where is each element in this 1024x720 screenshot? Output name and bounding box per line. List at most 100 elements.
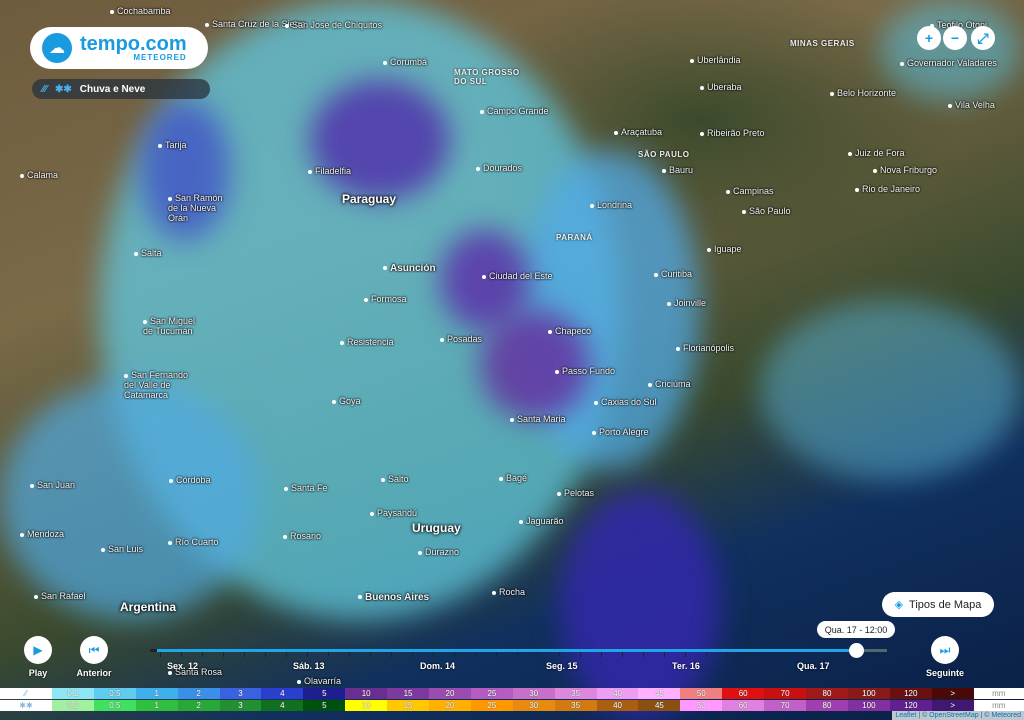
snow-legend-cell: 70 xyxy=(764,700,807,711)
rain-legend: ⁄⁄ 0.2 0.5 1 2 3 4 5 10 15 20 25 30 35 40 45 50 60 70 80 10… xyxy=(0,688,1024,699)
legend-unit: mm xyxy=(973,700,1024,711)
city-label: São Paulo xyxy=(742,206,791,216)
rain-legend-cell: 20 xyxy=(429,688,471,699)
city-label: Santa Rosa xyxy=(168,667,222,677)
country-label: Uruguay xyxy=(412,521,461,535)
cloud-sun-icon: ☁ xyxy=(42,33,72,63)
country-label: Argentina xyxy=(120,600,177,614)
rain-legend-cell: 25 xyxy=(470,688,513,699)
fullscreen-button[interactable]: ⤢ xyxy=(971,26,995,50)
map-types-button[interactable]: ◈ Tipos de Mapa xyxy=(882,592,994,617)
city-label: Porto Alegre xyxy=(592,427,649,437)
city-label: Rocha xyxy=(492,587,525,597)
city-label: Olavarría xyxy=(297,676,341,686)
next-button[interactable]: ⏭ xyxy=(931,636,959,664)
timeline-tick xyxy=(307,652,308,657)
timeline-progress[interactable] xyxy=(157,649,858,652)
city-label: Nova Friburgo xyxy=(873,165,937,175)
city-label: Belo Horizonte xyxy=(830,88,896,98)
zoom-out-button[interactable]: − xyxy=(943,26,967,50)
timeline-day[interactable]: Qua. 17 xyxy=(797,661,830,671)
snow-legend-cell: 0.5 xyxy=(93,700,136,711)
timeline-tick xyxy=(538,652,539,657)
city-label: Río Cuarto xyxy=(168,537,219,547)
rain-legend-cell: 50 xyxy=(680,688,723,699)
city-label: Salta xyxy=(134,248,162,258)
city-label: Juiz de Fora xyxy=(848,148,905,158)
layers-icon: ◈ xyxy=(894,599,904,611)
city-label: San José de Chiquitos xyxy=(285,20,382,30)
play-button[interactable]: ▶ xyxy=(24,636,52,664)
timeline-tick xyxy=(286,652,287,657)
snow-legend-cell: 15 xyxy=(387,700,430,711)
timeline-tick xyxy=(727,652,728,657)
rain-legend-cell: 100 xyxy=(847,688,890,699)
rain-legend-cell: 5 xyxy=(303,688,346,699)
timeline-day[interactable]: Ter. 16 xyxy=(672,661,700,671)
snow-legend-cell: 50 xyxy=(680,700,723,711)
city-label: Dourados xyxy=(476,163,522,173)
next-label: Seguinte xyxy=(925,668,965,678)
city-label: Resistencia xyxy=(340,337,394,347)
timeline-day[interactable]: Seg. 15 xyxy=(546,661,578,671)
city-label: San Rafael xyxy=(34,591,86,601)
timeline-tick xyxy=(643,652,644,657)
city-label: Asunción xyxy=(383,263,436,274)
region-label: MATO GROSSO DO SUL xyxy=(454,68,520,86)
city-label: Iguape xyxy=(707,244,742,254)
city-label: Campinas xyxy=(726,186,774,196)
city-label: Tarija xyxy=(158,140,187,150)
city-label: Bauru xyxy=(662,165,693,175)
snow-legend-cell: 40 xyxy=(596,700,639,711)
timeline-tick xyxy=(475,652,476,657)
play-icon: ▶ xyxy=(33,643,43,657)
precip-area xyxy=(310,80,450,200)
timeline-day[interactable]: Sáb. 13 xyxy=(293,661,325,671)
timeline-day[interactable]: Sex. 12 xyxy=(167,661,199,671)
snow-legend-cell: 2 xyxy=(177,700,220,711)
timeline-tick xyxy=(832,652,833,657)
zoom-in-button[interactable]: + xyxy=(917,26,941,50)
city-label: Pelotas xyxy=(557,488,594,498)
timeline-tick xyxy=(874,652,875,657)
snow-legend-cell: 35 xyxy=(554,700,597,711)
timeline-track-remaining[interactable] xyxy=(857,649,887,652)
rain-legend-cell: 80 xyxy=(806,688,848,699)
precip-area xyxy=(880,0,1020,100)
rain-legend-cell: 1 xyxy=(135,688,178,699)
region-label: PARANÁ xyxy=(556,233,593,242)
snow-legend-cell: 45 xyxy=(638,700,681,711)
city-label: San Miguel de Tucumán xyxy=(143,316,203,336)
timeline-tick xyxy=(559,652,560,657)
timeline-day[interactable]: Dom. 14 xyxy=(420,661,456,671)
snow-legend-cell: 5 xyxy=(303,700,346,711)
city-label: Ribeirão Preto xyxy=(700,128,765,138)
city-label: Curitiba xyxy=(654,269,692,279)
city-label: Corumbá xyxy=(383,57,427,67)
map-attribution[interactable]: Leaflet | © OpenStreetMap | © Meteored xyxy=(892,711,1024,720)
previous-label: Anterior xyxy=(76,668,112,678)
city-label: Salto xyxy=(381,474,409,484)
timeline-handle[interactable] xyxy=(849,643,864,658)
tempo-logo[interactable]: ☁ tempo.com METEORED xyxy=(30,27,208,69)
rain-legend-cell: 70 xyxy=(764,688,807,699)
timeline-tick xyxy=(685,652,686,657)
region-label: SÃO PAULO xyxy=(638,150,690,159)
snow-legend-cell: 0.2 xyxy=(52,700,94,711)
timeline-tick xyxy=(412,652,413,657)
snow-legend-cell: 25 xyxy=(470,700,513,711)
precip-area xyxy=(560,490,720,720)
timeline-tick xyxy=(706,652,707,657)
play-label: Play xyxy=(28,668,48,678)
timeline-tick xyxy=(622,652,623,657)
layer-selector[interactable]: ⁄⁄⁄ ✱✱ Chuva e Neve xyxy=(32,79,210,99)
city-label: Cochabamba xyxy=(110,6,171,16)
snow-legend-cell: 4 xyxy=(261,700,304,711)
city-label: Campo Grande xyxy=(480,106,549,116)
timeline-tick xyxy=(496,652,497,657)
city-label: Filadelfia xyxy=(308,166,351,176)
previous-button[interactable]: ⏮ xyxy=(80,636,108,664)
timeline-track-start xyxy=(150,649,158,652)
snow-legend-cell: 120 xyxy=(889,700,932,711)
